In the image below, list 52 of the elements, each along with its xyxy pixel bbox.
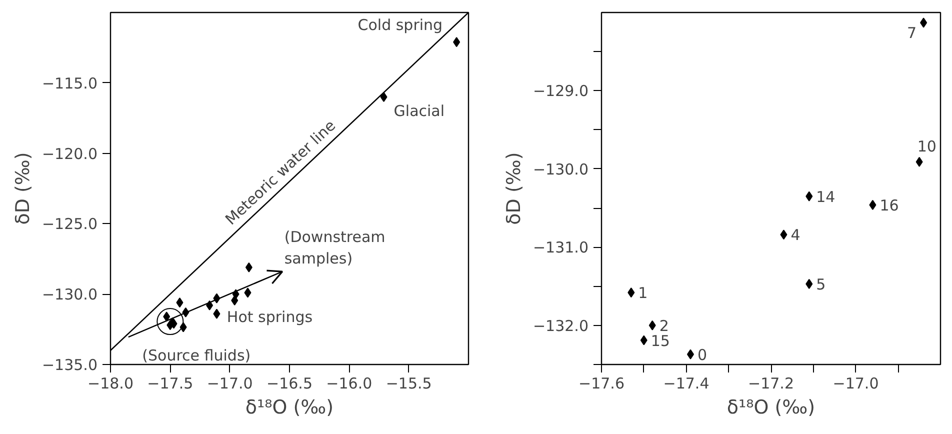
x-tick-label: −16.5 [266,374,312,392]
x-axis-title: δ¹⁸O (‰) [726,396,816,418]
point [806,191,813,202]
point [245,262,252,272]
y-tick-label: −135.0 [42,356,98,374]
series-label: Hot springs [226,308,313,326]
y-axis-title: δD (‰) [502,152,525,225]
x-tick-label: −17.6 [578,374,624,392]
x-tick-label: −17.5 [147,374,194,392]
series-label: Glacial [394,102,445,120]
point [640,335,648,346]
annotation: 5 [816,275,826,294]
y-tick-label: −115.0 [42,74,98,92]
point [213,308,220,319]
point [806,278,813,289]
point [176,298,184,308]
annotation: 14 [816,188,836,206]
x-tick-label: −16.0 [326,374,372,392]
point [648,320,656,330]
y-tick-label: −132.0 [532,316,589,335]
point [780,230,788,240]
y-tick-label: −131.0 [532,238,589,257]
x-tick-label: −17.2 [748,374,794,392]
point [453,37,460,48]
x-tick-label: −18.0 [88,374,134,392]
x-tick-label: −17.0 [832,374,879,392]
point [920,18,928,28]
y-tick-label: −130.0 [42,286,98,304]
x-tick-label: −17.0 [206,374,253,392]
annotation: 16 [880,196,899,214]
y-tick-label: −129.0 [532,82,589,100]
annotation: 4 [790,226,800,244]
y-tick-label: −125.0 [42,215,98,234]
annotation: 0 [697,346,708,364]
point [244,288,252,298]
point [916,156,923,167]
x-tick-label: −15.5 [386,374,432,392]
x-tick-label: −17.4 [663,374,710,392]
annotation: 7 [907,24,917,42]
y-tick-label: −130.0 [532,160,589,178]
point [380,92,388,102]
annotation: (Downstream samples) [284,228,386,268]
annotation: (Source fluids) [142,346,251,365]
series-label: Cold spring [358,16,443,34]
point [628,288,635,298]
point [869,200,876,210]
annotation: 1 [638,284,648,302]
x-axis-title: δ¹⁸O (‰) [245,396,334,418]
y-tick-label: −120.0 [42,144,98,163]
annotation: 10 [917,137,936,156]
point [686,349,694,360]
y-axis-title: δD (‰) [12,152,34,225]
